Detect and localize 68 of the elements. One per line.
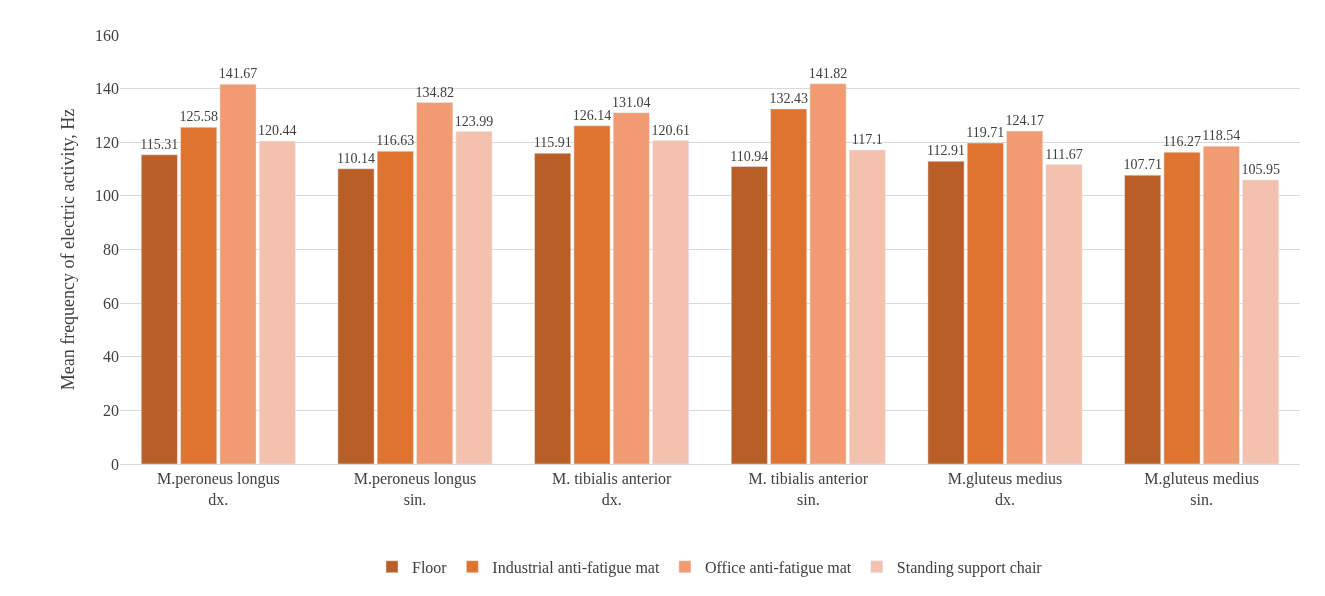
data-label: 141.82	[808, 65, 848, 81]
data-label: 116.63	[376, 133, 415, 149]
bar	[1202, 145, 1240, 464]
data-label: 107.71	[1123, 157, 1162, 173]
bar	[927, 161, 965, 464]
data-label: 134.82	[415, 84, 454, 100]
data-label: 111.67	[1045, 146, 1083, 162]
bar	[376, 151, 414, 464]
legend-label: Office anti-fatigue mat	[704, 558, 852, 577]
bar	[573, 125, 611, 464]
y-axis-title: Mean frequency of electric activity, Hz	[58, 108, 79, 391]
y-tick-label: 20	[103, 401, 119, 419]
data-label: 115.31	[140, 136, 179, 152]
data-label: 115.91	[533, 135, 572, 151]
y-tick-label: 100	[95, 187, 119, 205]
data-label: 105.95	[1241, 161, 1280, 177]
data-label: 126.14	[572, 107, 612, 123]
bar	[140, 154, 178, 464]
data-label: 118.54	[1202, 128, 1241, 144]
data-label: 119.71	[966, 125, 1005, 141]
x-tick-label: M.gluteus medius sin.	[1144, 470, 1260, 508]
bar	[1006, 130, 1044, 464]
data-label: 117.1	[851, 132, 883, 148]
data-label: 110.94	[730, 148, 769, 164]
y-tick-label: 40	[103, 348, 119, 366]
data-label: 124.17	[1005, 113, 1044, 129]
data-label: 110.14	[337, 150, 375, 166]
data-label: 120.44	[258, 123, 297, 139]
bar	[1163, 152, 1201, 464]
x-tick-label: M. tibialis anterior dx.	[551, 470, 673, 508]
bar	[612, 112, 650, 464]
y-tick-label: 60	[103, 294, 119, 312]
y-tick-label: 80	[103, 241, 119, 259]
y-tick-label: 140	[95, 80, 119, 98]
data-label: 141.67	[218, 66, 258, 82]
legend-label: Floor	[412, 558, 448, 576]
bar	[848, 149, 886, 464]
x-tick-label: M.gluteus medius dx.	[947, 470, 1063, 508]
bar	[652, 140, 690, 464]
y-tick-label: 160	[95, 26, 119, 44]
y-tick-label: 120	[95, 133, 119, 151]
legend-label: Standing support chair	[896, 558, 1043, 577]
bar	[416, 102, 454, 464]
data-label: 116.27	[1163, 134, 1201, 150]
x-tick-label: M.peroneus longus sin.	[353, 470, 477, 508]
bar	[219, 83, 257, 464]
bar	[966, 142, 1004, 464]
bar	[770, 108, 808, 464]
bar	[258, 140, 296, 464]
bar	[730, 166, 768, 464]
legend-label: Industrial anti-fatigue mat	[492, 558, 660, 577]
bar	[180, 127, 218, 464]
bar	[455, 131, 493, 464]
data-label: 125.58	[179, 109, 218, 125]
bar	[1242, 179, 1280, 464]
y-tick-label: 0	[111, 455, 119, 473]
x-tick-label: M. tibialis anterior sin.	[748, 470, 869, 508]
bar	[1045, 164, 1083, 464]
data-label: 132.43	[769, 90, 808, 106]
bar	[1124, 174, 1162, 464]
bar	[337, 168, 375, 464]
data-label: 112.91	[927, 143, 965, 159]
bar	[809, 83, 847, 464]
bar	[534, 152, 572, 464]
data-label: 120.61	[651, 122, 690, 138]
data-label: 123.99	[454, 113, 494, 129]
x-tick-label: M.peroneus longus dx.	[157, 470, 280, 508]
data-label: 131.04	[612, 94, 651, 110]
